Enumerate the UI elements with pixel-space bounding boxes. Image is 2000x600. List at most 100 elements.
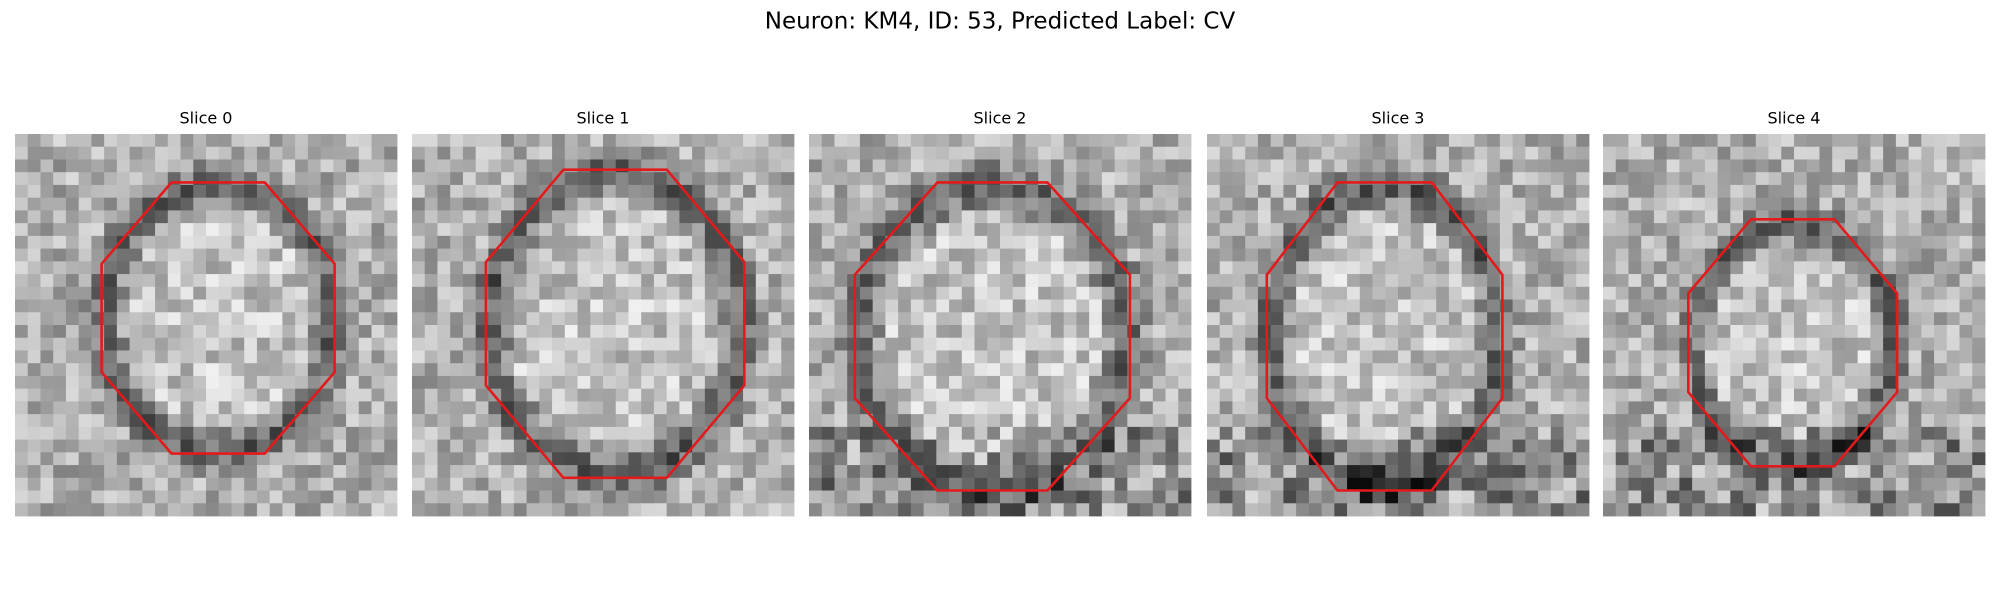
pixel	[1538, 210, 1552, 224]
pixel	[256, 223, 271, 237]
pixel	[1063, 235, 1077, 249]
pixel	[1474, 248, 1488, 262]
pixel	[1576, 465, 1590, 479]
pixel	[155, 172, 169, 186]
pixel	[1755, 375, 1769, 390]
pixel	[1717, 261, 1731, 275]
pixel	[1525, 248, 1539, 262]
pixel	[1755, 350, 1769, 364]
pixel	[821, 159, 835, 173]
pixel	[1653, 235, 1668, 249]
pixel	[872, 299, 886, 313]
panel-title: Slice 1	[577, 109, 630, 128]
pixel	[1730, 312, 1744, 326]
pixel	[1550, 439, 1564, 453]
pixel	[1666, 490, 1680, 504]
pixel	[704, 350, 718, 364]
pixel	[104, 439, 118, 453]
pixel	[974, 375, 988, 390]
pixel	[1334, 184, 1348, 199]
pixel	[898, 248, 912, 262]
pixel	[1178, 490, 1192, 504]
pixel	[666, 312, 680, 326]
pixel	[1512, 490, 1526, 504]
pixel	[1628, 414, 1642, 428]
pixel	[859, 388, 874, 402]
pixel	[193, 426, 207, 440]
pixel	[1653, 414, 1668, 428]
pixel	[1385, 426, 1399, 440]
pixel	[1781, 261, 1795, 275]
pixel	[1257, 286, 1272, 300]
pixel	[1730, 159, 1744, 173]
pixel	[1359, 363, 1373, 377]
pixel	[1641, 134, 1655, 148]
pixel	[129, 286, 143, 300]
pixel	[590, 312, 604, 326]
pixel	[1334, 223, 1348, 237]
pixel	[1398, 261, 1412, 275]
pixel	[78, 210, 92, 224]
pixel	[1165, 223, 1179, 237]
pixel	[1474, 159, 1488, 173]
pixel	[1679, 477, 1693, 491]
pixel	[1717, 439, 1731, 453]
pixel	[590, 490, 604, 504]
pixel	[590, 414, 604, 428]
pixel	[717, 146, 731, 160]
pixel	[1372, 439, 1386, 453]
pixel	[590, 439, 604, 453]
pixel	[552, 375, 566, 390]
pixel	[1219, 286, 1233, 300]
pixel	[1819, 172, 1833, 186]
pixel	[371, 426, 385, 440]
pixel	[104, 286, 118, 300]
pixel	[1207, 388, 1221, 402]
pixel	[1076, 350, 1090, 364]
pixel	[910, 350, 924, 364]
pixel	[1487, 350, 1501, 364]
pixel	[1794, 414, 1808, 428]
pixel	[961, 235, 975, 249]
pixel	[450, 325, 464, 339]
pixel	[1038, 363, 1052, 377]
pixel	[1308, 465, 1322, 479]
pixel	[91, 490, 105, 504]
pixel	[218, 426, 232, 440]
pixel	[1321, 299, 1335, 313]
pixel	[1245, 134, 1259, 148]
pixel	[1768, 503, 1782, 517]
pixel	[1538, 172, 1552, 186]
pixel	[1448, 465, 1463, 479]
pixel	[949, 490, 963, 504]
pixel	[1743, 503, 1757, 517]
pixel	[295, 134, 309, 148]
pixel	[898, 363, 912, 377]
pixel	[628, 490, 642, 504]
pixel	[1257, 439, 1272, 453]
pixel	[1474, 325, 1488, 339]
pixel	[1359, 184, 1373, 199]
pixel	[1641, 184, 1655, 199]
pixel	[269, 248, 283, 262]
pixel	[91, 439, 105, 453]
pixel	[1423, 477, 1437, 491]
pixel	[526, 210, 540, 224]
pixel	[1603, 401, 1617, 415]
pixel	[564, 299, 578, 313]
pixel	[1296, 286, 1310, 300]
pixel	[1474, 477, 1488, 491]
pixel	[1076, 312, 1090, 326]
pixel	[384, 210, 398, 224]
pixel	[1883, 197, 1897, 211]
pixel	[628, 261, 642, 275]
pixel	[1883, 414, 1897, 428]
pixel	[218, 465, 232, 479]
pixel	[231, 248, 245, 262]
pixel	[1245, 210, 1259, 224]
pixel	[577, 172, 591, 186]
pixel	[1436, 235, 1450, 249]
pixel	[1615, 286, 1629, 300]
pixel	[1934, 465, 1948, 479]
